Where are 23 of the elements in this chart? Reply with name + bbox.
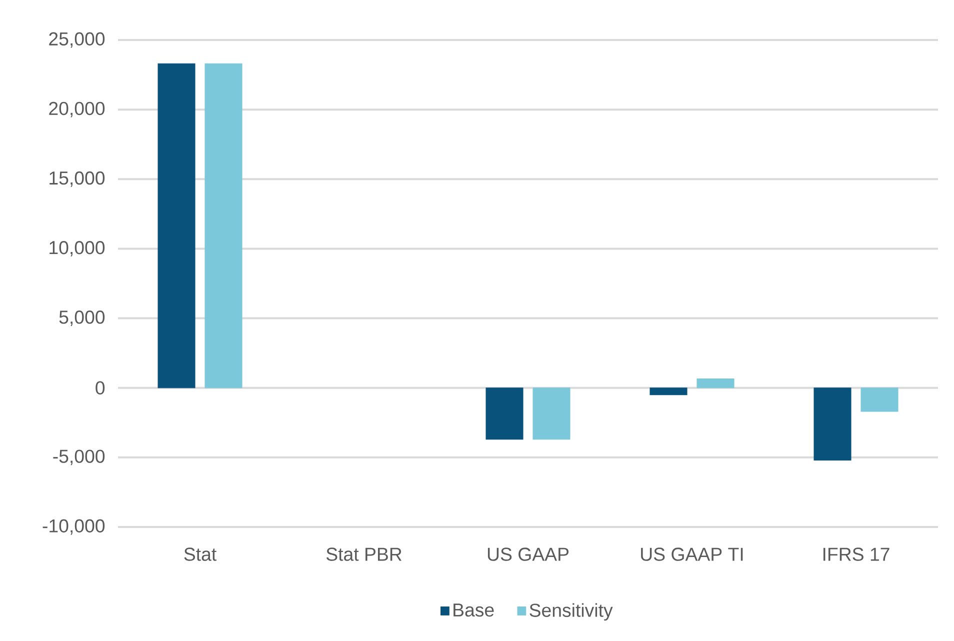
y-tick-label: -10,000 [42,519,105,535]
legend-label: Sensitivity [530,603,613,621]
bar [204,63,242,388]
y-tick-label: 25,000 [49,32,105,48]
bar [696,378,734,388]
x-tick-label: IFRS 17 [823,548,890,561]
bar [650,388,688,396]
bar [814,388,852,460]
y-tick-label: -5,000 [53,450,105,466]
bar [860,388,898,412]
y-tick-label: 20,000 [49,102,105,118]
bar [486,388,524,440]
y-tick-label: 5,000 [59,310,105,326]
bar [532,388,570,440]
x-tick-label: US GAAP [488,548,569,561]
x-tick-label: Stat PBR [326,548,402,561]
y-tick-label: 15,000 [50,171,105,187]
y-tick-label: 10,000 [50,240,105,256]
bar [158,63,196,388]
x-tick-label: US GAAP TI [641,548,743,561]
x-tick-label: Stat [184,548,216,561]
legend-label: Base [454,604,494,617]
y-tick-label: 0 [96,381,105,394]
